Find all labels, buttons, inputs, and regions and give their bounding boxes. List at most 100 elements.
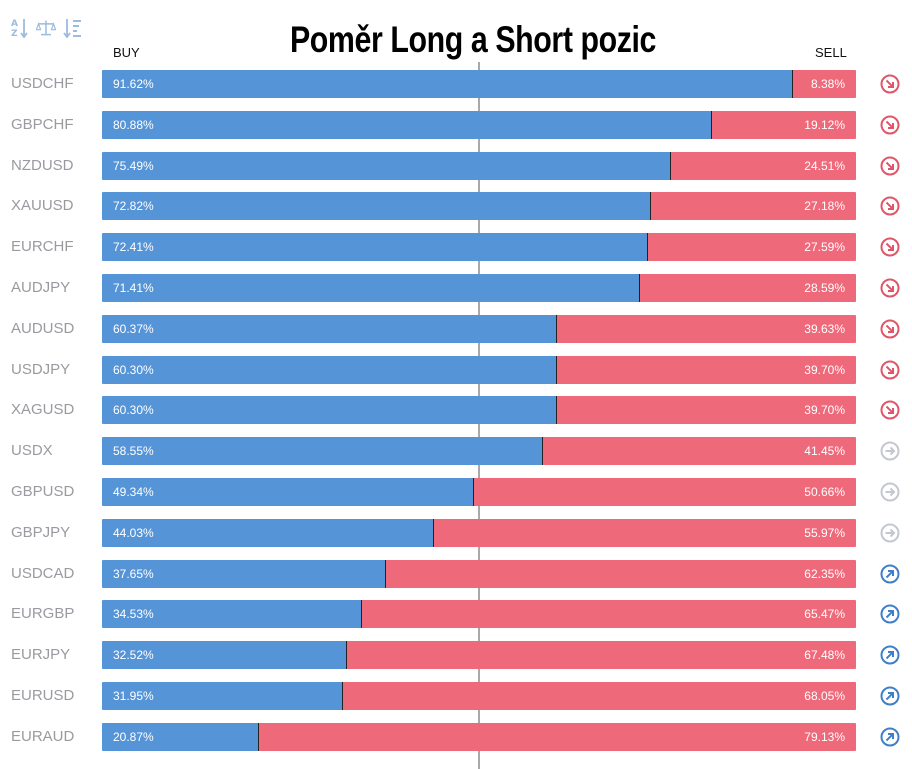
trend-up-icon[interactable] <box>879 603 901 625</box>
symbol-label[interactable]: GBPJPY <box>11 524 71 541</box>
symbol-label[interactable]: USDCAD <box>11 565 75 582</box>
sell-bar[interactable] <box>557 396 856 424</box>
bar-divider <box>433 519 434 547</box>
bar-divider <box>647 233 648 261</box>
symbol-label[interactable]: USDX <box>11 442 53 459</box>
buy-bar[interactable] <box>102 396 557 424</box>
sell-bar[interactable] <box>557 315 856 343</box>
symbol-label[interactable]: AUDUSD <box>11 320 75 337</box>
sell-bar[interactable] <box>712 111 856 139</box>
buy-bar[interactable] <box>102 641 347 669</box>
sell-percent-label: 24.51% <box>804 159 845 173</box>
buy-percent-label: 60.30% <box>113 363 154 377</box>
bar-divider <box>258 723 259 751</box>
symbol-label[interactable]: USDJPY <box>11 361 71 378</box>
row-xagusd: XAGUSD 60.30% 39.70% <box>0 396 912 424</box>
row-eurgbp: EURGBP 34.53% 65.47% <box>0 600 912 628</box>
buy-percent-label: 20.87% <box>113 730 154 744</box>
sell-bar[interactable] <box>793 70 856 98</box>
sell-bar[interactable] <box>648 233 856 261</box>
buy-bar[interactable] <box>102 274 640 302</box>
symbol-label[interactable]: EURGBP <box>11 605 75 622</box>
buy-bar[interactable] <box>102 560 386 588</box>
row-audjpy: AUDJPY 71.41% 28.59% <box>0 274 912 302</box>
ratio-bar: 60.37% 39.63% <box>102 315 856 343</box>
trend-down-icon[interactable] <box>879 399 901 421</box>
buy-percent-label: 58.55% <box>113 444 154 458</box>
bar-divider <box>650 192 651 220</box>
trend-neutral-icon[interactable] <box>879 440 901 462</box>
sell-percent-label: 39.70% <box>804 363 845 377</box>
trend-up-icon[interactable] <box>879 726 901 748</box>
symbol-label[interactable]: XAUUSD <box>11 197 74 214</box>
sell-percent-label: 27.18% <box>804 199 845 213</box>
buy-bar[interactable] <box>102 152 671 180</box>
buy-bar[interactable] <box>102 600 362 628</box>
sell-bar[interactable] <box>671 152 856 180</box>
trend-up-icon[interactable] <box>879 563 901 585</box>
buy-bar[interactable] <box>102 111 712 139</box>
buy-bar[interactable] <box>102 233 648 261</box>
symbol-label[interactable]: EURUSD <box>11 687 75 704</box>
trend-down-icon[interactable] <box>879 73 901 95</box>
trend-down-icon[interactable] <box>879 236 901 258</box>
sell-bar[interactable] <box>343 682 856 710</box>
sell-bar[interactable] <box>386 560 856 588</box>
bar-divider <box>792 70 793 98</box>
symbol-label[interactable]: EURCHF <box>11 238 74 255</box>
sell-bar[interactable] <box>543 437 856 465</box>
ratio-bar: 49.34% 50.66% <box>102 478 856 506</box>
sell-bar[interactable] <box>362 600 856 628</box>
buy-bar[interactable] <box>102 315 557 343</box>
symbol-label[interactable]: EURJPY <box>11 646 71 663</box>
trend-up-icon[interactable] <box>879 685 901 707</box>
sell-bar[interactable] <box>640 274 856 302</box>
ratio-bar: 31.95% 68.05% <box>102 682 856 710</box>
sell-percent-label: 62.35% <box>804 567 845 581</box>
sell-bar[interactable] <box>474 478 856 506</box>
sell-bar[interactable] <box>347 641 856 669</box>
sort-value-icon[interactable] <box>62 16 82 40</box>
ratio-bar: 60.30% 39.70% <box>102 356 856 384</box>
symbol-label[interactable]: NZDUSD <box>11 157 74 174</box>
buy-bar[interactable] <box>102 356 557 384</box>
trend-down-icon[interactable] <box>879 114 901 136</box>
trend-down-icon[interactable] <box>879 277 901 299</box>
buy-bar[interactable] <box>102 192 651 220</box>
buy-bar[interactable] <box>102 519 434 547</box>
sell-bar[interactable] <box>557 356 856 384</box>
sell-bar[interactable] <box>259 723 856 751</box>
sell-bar[interactable] <box>434 519 856 547</box>
svg-text:Z: Z <box>11 29 18 39</box>
sell-percent-label: 65.47% <box>804 607 845 621</box>
trend-down-icon[interactable] <box>879 195 901 217</box>
symbol-label[interactable]: XAGUSD <box>11 401 75 418</box>
sell-percent-label: 50.66% <box>804 485 845 499</box>
trend-down-icon[interactable] <box>879 359 901 381</box>
symbol-label[interactable]: GBPUSD <box>11 483 75 500</box>
buy-percent-label: 49.34% <box>113 485 154 499</box>
buy-bar[interactable] <box>102 478 474 506</box>
sort-alpha-icon[interactable]: A Z <box>10 16 30 40</box>
buy-percent-label: 31.95% <box>113 689 154 703</box>
trend-down-icon[interactable] <box>879 318 901 340</box>
symbol-label[interactable]: AUDJPY <box>11 279 71 296</box>
trend-neutral-icon[interactable] <box>879 522 901 544</box>
row-xauusd: XAUUSD 72.82% 27.18% <box>0 192 912 220</box>
symbol-label[interactable]: USDCHF <box>11 75 74 92</box>
scale-balance-icon[interactable] <box>36 16 56 40</box>
trend-down-icon[interactable] <box>879 155 901 177</box>
trend-neutral-icon[interactable] <box>879 481 901 503</box>
symbol-label[interactable]: GBPCHF <box>11 116 74 133</box>
buy-bar[interactable] <box>102 70 793 98</box>
buy-bar[interactable] <box>102 682 343 710</box>
trend-up-icon[interactable] <box>879 644 901 666</box>
symbol-label[interactable]: EURAUD <box>11 728 75 745</box>
buy-percent-label: 60.30% <box>113 403 154 417</box>
row-usdjpy: USDJPY 60.30% 39.70% <box>0 356 912 384</box>
row-gbpjpy: GBPJPY 44.03% 55.97% <box>0 519 912 547</box>
bar-divider <box>342 682 343 710</box>
buy-bar[interactable] <box>102 437 543 465</box>
sell-bar[interactable] <box>651 192 856 220</box>
buy-bar[interactable] <box>102 723 259 751</box>
